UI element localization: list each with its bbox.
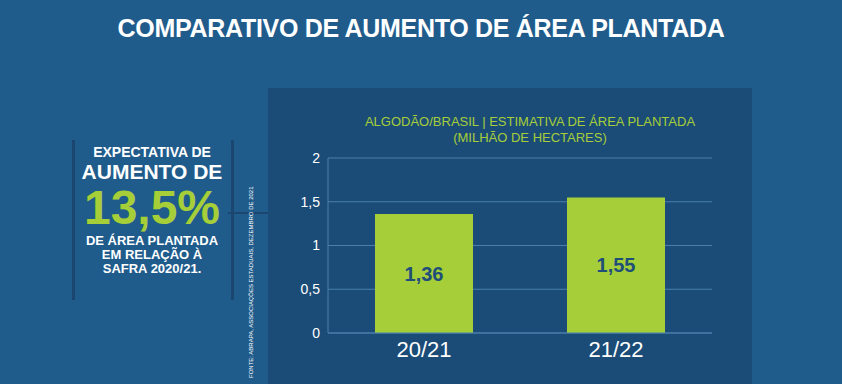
html-text:DE ÁREA PLANTADA: DE ÁREA PLANTADA [85,232,219,248]
svg-text:0: 0 [312,325,320,341]
html-text:AUMENTO DE: AUMENTO DE [81,160,223,184]
html-text:(MILHÃO DE HECTARES): (MILHÃO DE HECTARES) [453,129,607,145]
svg-text:1,5: 1,5 [301,194,321,210]
svg-text:2: 2 [312,150,320,166]
svg-text:1: 1 [312,237,320,253]
html-text:EM RELAÇÃO À: EM RELAÇÃO À [101,247,203,263]
html-text:FONTE: ABRAPA, ASSOCIAÇÕES EST: FONTE: ABRAPA, ASSOCIAÇÕES ESTADUAIS, DE… [248,186,254,378]
html-text:COMPARATIVO DE AUMENTO DE ÁREA: COMPARATIVO DE AUMENTO DE ÁREA PLANTADA [117,14,725,42]
svg-text:20/21: 20/21 [396,337,451,362]
svg-text:1,36: 1,36 [405,263,444,285]
html-text:SAFRA 2020/21.: SAFRA 2020/21. [102,261,202,277]
svg-text:21/22: 21/22 [588,337,643,362]
html-text:ALGODÃO/BRASIL | ESTIMATIVA DE: ALGODÃO/BRASIL | ESTIMATIVA DE ÁREA PLAN… [364,114,696,129]
svg-text:1,55: 1,55 [597,254,636,276]
svg-text:0,5: 0,5 [301,281,321,297]
html-text:13,5%: 13,5% [83,181,220,235]
html-text:EXPECTATIVA DE: EXPECTATIVA DE [93,144,211,160]
